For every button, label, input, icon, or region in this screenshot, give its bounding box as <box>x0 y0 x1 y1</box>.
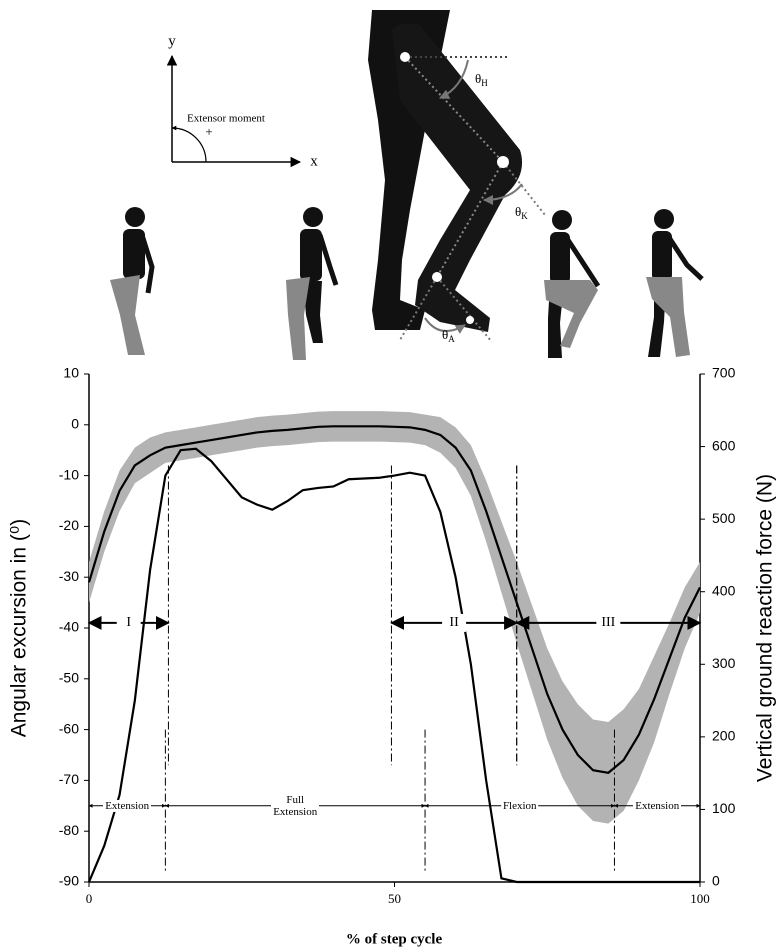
y-tick-label: -90 <box>59 873 79 889</box>
y-tick-label: -30 <box>59 568 79 584</box>
angle-subscript: K <box>521 211 528 221</box>
x-tick-label: 100 <box>690 891 710 906</box>
phase-label: I <box>126 615 131 630</box>
angle-subscript: H <box>481 78 488 88</box>
y2-tick-label: 400 <box>712 582 736 598</box>
x-tick-label: 0 <box>86 891 93 906</box>
y2-tick-label: 500 <box>712 510 736 526</box>
figure <box>544 210 598 358</box>
region-label: Flexion <box>501 800 539 812</box>
angle-label: θK <box>515 204 528 221</box>
y2-tick-label: 0 <box>712 873 720 889</box>
y2-tick-label: 100 <box>712 800 736 816</box>
angle-subscript: A <box>448 334 455 344</box>
leg-illustration: θH θK θA <box>368 10 545 344</box>
y-tick-label: -10 <box>59 466 79 482</box>
axis-label: x <box>310 153 318 169</box>
angle-label: θH <box>475 71 488 88</box>
y2-tick-label: 200 <box>712 728 736 744</box>
y-tick-label: 10 <box>63 365 79 381</box>
moment-label: Extensor moment <box>187 113 265 125</box>
y-tick-label: -50 <box>59 670 79 686</box>
coordinate-sketch: y x Extensor moment + <box>168 33 318 169</box>
x-axis-title: % of step cycle <box>346 931 443 947</box>
y-tick-label: -80 <box>59 822 79 838</box>
phase-label: II <box>449 615 459 630</box>
figure <box>110 207 152 355</box>
y2-tick-label: 700 <box>712 365 736 381</box>
region-label: Extension <box>103 800 151 812</box>
y2-tick-label: 600 <box>712 437 736 453</box>
page: y x Extensor moment + θH θK θA <box>0 0 781 952</box>
x-tick-label: 50 <box>388 891 401 906</box>
axis-label: y <box>168 33 176 49</box>
y2-axis-title: Vertical ground reaction force (N) <box>754 474 777 782</box>
sign-label: + <box>205 124 212 139</box>
region-label: Extension <box>633 800 681 812</box>
line <box>89 426 700 772</box>
region-label: Full Extension <box>271 794 319 818</box>
y-tick-label: -20 <box>59 517 79 533</box>
phase-label: III <box>601 615 615 630</box>
y-tick-label: -60 <box>59 720 79 736</box>
y2-tick-label: 300 <box>712 655 736 671</box>
figure <box>286 207 336 360</box>
y-axis-title: Angular excursion in (⁰) <box>8 519 31 738</box>
y-tick-label: -40 <box>59 619 79 635</box>
y-tick-label: 0 <box>71 416 79 432</box>
figure <box>646 209 702 357</box>
y-tick-label: -70 <box>59 771 79 787</box>
